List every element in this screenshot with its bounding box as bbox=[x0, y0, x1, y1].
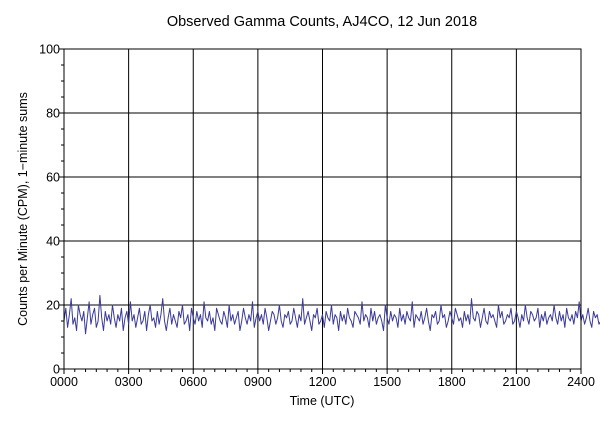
x-tick-label: 0300 bbox=[115, 375, 143, 389]
y-tick-label: 0 bbox=[53, 363, 60, 377]
x-tick-label: 1800 bbox=[438, 375, 466, 389]
y-axis: 0 20 40 60 80 100 bbox=[39, 43, 64, 377]
x-tick-label: 0600 bbox=[179, 375, 207, 389]
x-tick-label: 1500 bbox=[373, 375, 401, 389]
x-tick-label: 0000 bbox=[50, 375, 78, 389]
y-tick-label: 20 bbox=[46, 299, 60, 313]
x-axis-label: Time (UTC) bbox=[290, 394, 355, 408]
y-tick-label: 100 bbox=[39, 43, 60, 57]
y-tick-label: 60 bbox=[46, 171, 60, 185]
y-tick-label: 40 bbox=[46, 235, 60, 249]
x-tick-label: 1200 bbox=[309, 375, 337, 389]
y-tick-label: 80 bbox=[46, 107, 60, 121]
x-tick-label: 2400 bbox=[567, 375, 595, 389]
x-axis: 0000 0300 0600 0900 1200 1500 1800 2100 2400 bbox=[50, 369, 595, 389]
chart-title: Observed Gamma Counts, AJ4CO, 12 Jun 201… bbox=[167, 14, 477, 30]
x-tick-label: 0900 bbox=[244, 375, 272, 389]
series-line bbox=[63, 294, 600, 335]
series bbox=[63, 294, 600, 335]
y-axis-label: Counts per Minute (CPM), 1−minute sums bbox=[16, 92, 30, 326]
x-tick-label: 2100 bbox=[502, 375, 530, 389]
